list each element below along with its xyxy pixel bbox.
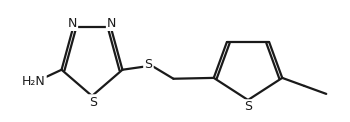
Text: N: N [68, 17, 77, 30]
Text: S: S [145, 58, 153, 71]
Text: S: S [244, 101, 252, 113]
Text: H₂N: H₂N [22, 75, 46, 88]
Text: N: N [107, 17, 117, 30]
Text: S: S [89, 96, 97, 108]
